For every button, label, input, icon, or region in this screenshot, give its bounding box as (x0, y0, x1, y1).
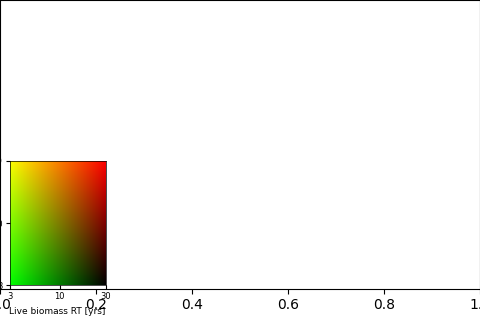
X-axis label: Live biomass RT [yrs]: Live biomass RT [yrs] (10, 307, 106, 316)
